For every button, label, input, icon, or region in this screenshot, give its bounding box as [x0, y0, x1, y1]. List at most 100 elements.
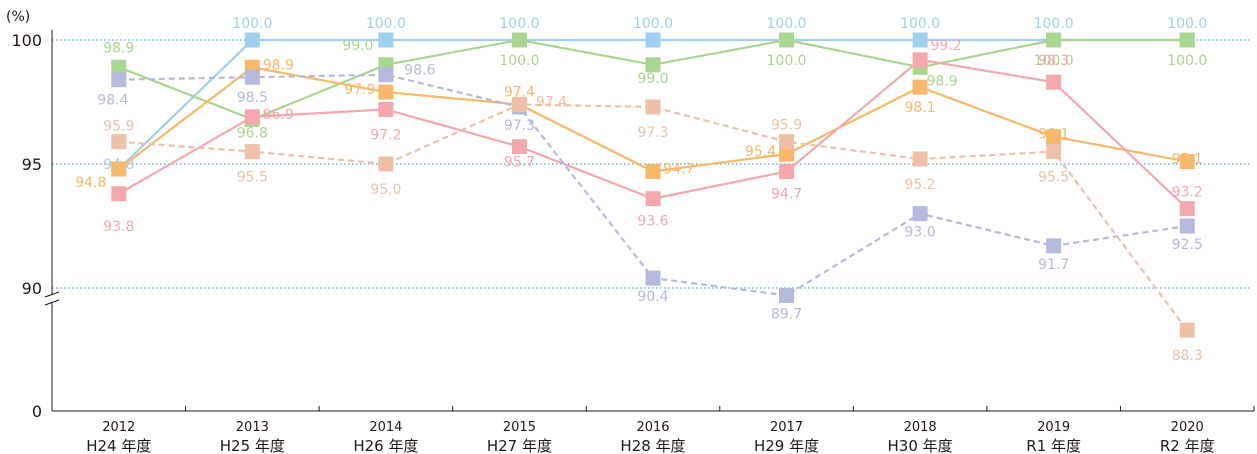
- series-3-marker: [1046, 129, 1062, 145]
- series-4-marker: [912, 52, 928, 68]
- x-tick-fiscal-label: H27 年度: [487, 437, 552, 454]
- series-6-data-label: 95.0: [370, 182, 401, 198]
- series-2-data-label: 98.9: [927, 73, 958, 89]
- x-tick-fiscal-label: H25 年度: [220, 437, 285, 454]
- series-3-data-label: 96.1: [1038, 127, 1069, 143]
- series-1-marker: [645, 32, 661, 48]
- x-tick-year-label: 2017: [770, 420, 803, 435]
- series-6-marker: [511, 96, 527, 112]
- series-6-data-label: 97.4: [536, 94, 567, 110]
- series-3-data-label: 97.4: [504, 84, 535, 100]
- series-2-marker: [1046, 32, 1062, 48]
- series-4-marker: [111, 186, 127, 202]
- axis-break-mark: [44, 299, 60, 306]
- series-6-marker: [912, 151, 928, 167]
- series-2-marker: [111, 59, 127, 75]
- series-4-data-label: 99.2: [931, 38, 962, 54]
- series-5-data-label: 97.3: [504, 118, 535, 134]
- series-4-data-label: 95.7: [504, 155, 535, 171]
- series-3-marker: [779, 146, 795, 162]
- series-3-data-label: 94.8: [75, 175, 106, 191]
- series-1-data-label: 100.0: [767, 16, 807, 32]
- series-3-data-label: 97.9: [344, 82, 375, 98]
- series-2-data-label: 96.8: [237, 125, 268, 141]
- series-4-data-label: 96.9: [263, 107, 294, 123]
- series-5-marker: [645, 270, 661, 286]
- series-3-marker: [912, 79, 928, 95]
- series-2-data-label: 98.9: [103, 40, 134, 56]
- series-4-data-label: 93.6: [637, 214, 668, 230]
- series-2-data-label: 100.0: [1034, 53, 1074, 69]
- series-6-marker: [111, 134, 127, 150]
- series-5-data-label: 98.4: [97, 93, 128, 109]
- series-3-data-label: 98.1: [905, 100, 936, 116]
- series-1-marker: [244, 32, 260, 48]
- series-5-marker: [779, 287, 795, 303]
- x-tick-fiscal-label: H30 年度: [888, 437, 953, 454]
- series-4-data-label: 93.8: [103, 219, 134, 235]
- series-1-marker: [378, 32, 394, 48]
- series-5-marker: [378, 67, 394, 83]
- series-3-data-label: 94.7: [663, 161, 694, 177]
- series-3-data-label: 98.9: [263, 57, 294, 73]
- series-2-data-label: 100.0: [1167, 53, 1207, 69]
- series-6-marker: [779, 134, 795, 150]
- series-3-marker: [645, 163, 661, 179]
- series-6-marker: [1179, 322, 1195, 338]
- x-tick-fiscal-label: H26 年度: [353, 437, 418, 454]
- series-2-data-label: 100.0: [499, 53, 539, 69]
- series-1-marker: [912, 32, 928, 48]
- series-1-data-label: 100.0: [1167, 16, 1207, 32]
- series-1-data-label: 100.0: [900, 16, 940, 32]
- series-5-data-label: 92.5: [1172, 237, 1203, 253]
- x-tick-year-label: 2018: [904, 420, 937, 435]
- series-4-marker: [511, 139, 527, 155]
- x-tick-year-label: 2019: [1037, 420, 1070, 435]
- series-5-data-label: 91.7: [1038, 257, 1069, 273]
- series-5-data-label: 89.7: [771, 306, 802, 322]
- series-6-marker: [378, 156, 394, 172]
- series-1-data-label: 100.0: [633, 16, 673, 32]
- axis-break-mark: [44, 291, 60, 298]
- series-6-data-label: 95.2: [905, 177, 936, 193]
- series-3-data-label: 95.1: [1172, 152, 1203, 168]
- x-tick-year-label: 2012: [102, 420, 135, 435]
- series-6-data-label: 95.5: [237, 170, 268, 186]
- x-tick-year-label: 2015: [503, 420, 536, 435]
- series-2-data-label: 99.0: [342, 38, 373, 54]
- series-4-marker: [1046, 74, 1062, 90]
- series-4-data-label: 94.7: [771, 186, 802, 202]
- series-4-data-label: 93.2: [1172, 185, 1203, 201]
- series-6-marker: [1046, 144, 1062, 160]
- series-1-data-label: 100.0: [1034, 16, 1074, 32]
- series-6-marker: [244, 144, 260, 160]
- x-tick-year-label: 2016: [636, 420, 669, 435]
- x-tick-fiscal-label: R1 年度: [1026, 437, 1081, 454]
- series-5-marker: [1179, 218, 1195, 234]
- series-4-marker: [244, 109, 260, 125]
- x-tick-fiscal-label: R2 年度: [1160, 437, 1215, 454]
- series-5-data-label: 98.6: [404, 63, 435, 79]
- series-2-marker: [779, 32, 795, 48]
- series-4-marker: [645, 191, 661, 207]
- y-tick-label: 90: [22, 279, 42, 298]
- series-2-marker: [1179, 32, 1195, 48]
- series-1-data-label: 100.0: [232, 16, 272, 32]
- series-3-data-label: 95.4: [745, 144, 776, 160]
- series-2-data-label: 100.0: [767, 53, 807, 69]
- series-5-marker: [244, 69, 260, 85]
- series-4-marker: [1179, 201, 1195, 217]
- x-tick-year-label: 2020: [1171, 420, 1204, 435]
- series-3-marker: [1179, 154, 1195, 170]
- series-5-data-label: 93.0: [905, 225, 936, 241]
- series-3-marker: [111, 161, 127, 177]
- series-6-data-label: 97.3: [637, 125, 668, 141]
- series-1-data-label: 100.0: [499, 16, 539, 32]
- series-6-data-label: 88.3: [1172, 348, 1203, 364]
- series-6-data-label: 95.9: [771, 118, 802, 134]
- series-5-marker: [912, 206, 928, 222]
- series-5-marker: [111, 72, 127, 88]
- x-tick-fiscal-label: H28 年度: [620, 437, 685, 454]
- series-2-marker: [511, 32, 527, 48]
